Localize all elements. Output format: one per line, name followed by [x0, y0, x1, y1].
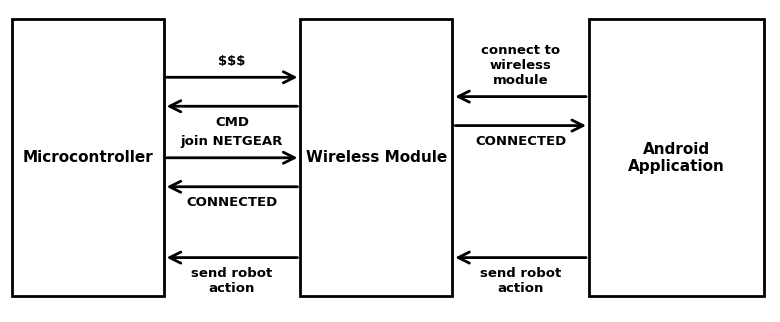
- Bar: [589, 19, 764, 296]
- Text: connect to
wireless
module: connect to wireless module: [481, 44, 560, 87]
- Text: send robot
action: send robot action: [480, 267, 562, 295]
- Text: $$$: $$$: [218, 55, 246, 68]
- Text: Android
Application: Android Application: [628, 142, 725, 174]
- Text: CONNECTED: CONNECTED: [475, 135, 566, 148]
- Text: Wireless Module: Wireless Module: [306, 150, 447, 165]
- Bar: [300, 19, 452, 296]
- Text: CONNECTED: CONNECTED: [186, 196, 278, 209]
- Text: Microcontroller: Microcontroller: [23, 150, 153, 165]
- Text: CMD: CMD: [215, 116, 249, 129]
- Bar: [12, 19, 164, 296]
- Text: join NETGEAR: join NETGEAR: [181, 135, 283, 148]
- Text: send robot
action: send robot action: [191, 267, 273, 295]
